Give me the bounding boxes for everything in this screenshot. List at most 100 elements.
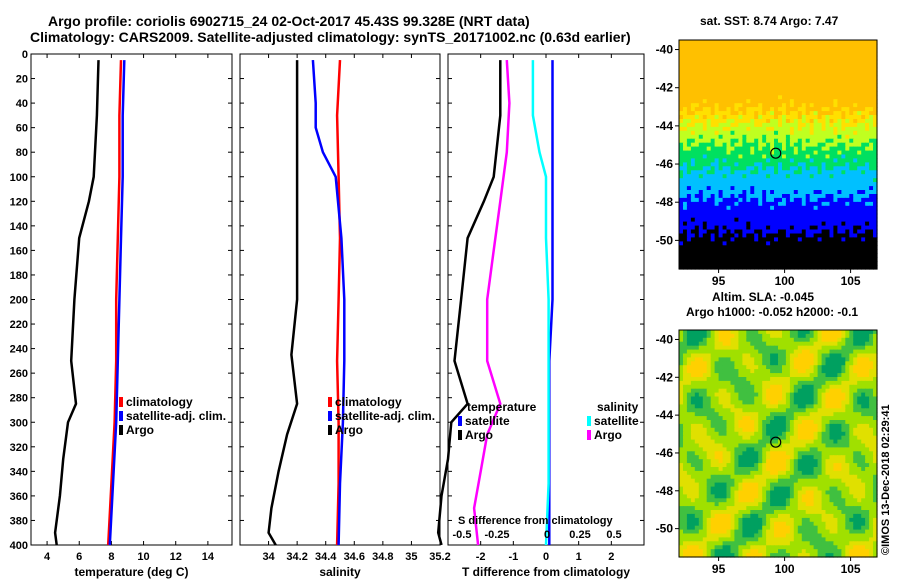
y-tick-label: 140 <box>10 221 28 233</box>
lat-tick-label: -44 <box>656 119 674 133</box>
legend-swatch <box>587 416 591 426</box>
lat-tick-label: -50 <box>656 522 674 536</box>
map-frame <box>678 39 878 270</box>
series-climatology <box>335 60 342 546</box>
title-line-2: Climatology: CARS2009. Satellite-adjuste… <box>30 29 631 45</box>
legend-swatch <box>119 397 123 407</box>
panel-3-frame <box>447 53 645 546</box>
legend-label: satellite-adj. clim. <box>335 409 435 423</box>
lat-tick-label: -48 <box>656 195 674 209</box>
series-salinity-argo <box>472 60 511 546</box>
x-tick-label: 34.2 <box>286 551 307 563</box>
x-tick-label: 10 <box>137 551 149 563</box>
legend-swatch <box>328 411 332 421</box>
legend-swatch <box>328 397 332 407</box>
legend-label: satellite-adj. clim. <box>126 409 226 423</box>
x-tick-label: 35 <box>405 551 417 563</box>
x-tick-label: 6 <box>76 551 82 563</box>
x-tick-label: 35.2 <box>429 551 450 563</box>
lat-tick-label: -48 <box>656 484 674 498</box>
series-salinity-satellite <box>531 60 550 546</box>
y-tick-label: 200 <box>10 295 28 307</box>
y-tick-label: 320 <box>10 442 28 454</box>
secondary-x-axis-label: S difference from climatology <box>458 515 614 527</box>
lon-tick-label: 95 <box>712 274 726 288</box>
profile-location-marker <box>770 147 782 159</box>
x-tick-label: 34.6 <box>344 551 365 563</box>
x-tick-label: 34.4 <box>315 551 337 563</box>
legend-label: Argo <box>126 423 154 437</box>
x-tick-label: -1 <box>508 551 518 563</box>
legend-label: climatology <box>335 395 402 409</box>
x-tick-label: 34.8 <box>372 551 393 563</box>
y-tick-label: 260 <box>10 368 28 380</box>
legend-label: Argo <box>594 428 622 442</box>
y-tick-label: 400 <box>10 540 28 552</box>
lon-tick-label: 105 <box>841 562 861 576</box>
secondary-x-tick-label: 0 <box>544 529 550 541</box>
y-tick-label: 280 <box>10 393 28 405</box>
x-tick-label: 2 <box>608 551 614 563</box>
legend-heading-temperature: temperature <box>467 400 537 414</box>
secondary-x-tick-label: -0.5 <box>453 529 472 541</box>
series-temperature-argo <box>436 60 502 546</box>
x-axis-label: salinity <box>319 565 361 579</box>
legend-heading-salinity: salinity <box>597 400 639 414</box>
y-tick-label: 240 <box>10 344 28 356</box>
secondary-x-tick-label: -0.25 <box>484 529 509 541</box>
y-tick-label: 180 <box>10 270 28 282</box>
y-tick-label: 60 <box>16 123 28 135</box>
secondary-x-tick-label: 0.25 <box>569 529 590 541</box>
x-tick-label: 34 <box>262 551 275 563</box>
legend-label: climatology <box>126 395 193 409</box>
legend-swatch <box>587 430 591 440</box>
y-tick-label: 100 <box>10 172 28 184</box>
lat-tick-label: -46 <box>656 157 674 171</box>
lat-tick-label: -46 <box>656 446 674 460</box>
sst-map-title: sat. SST: 8.74 Argo: 7.47 <box>700 14 839 28</box>
x-tick-label: 4 <box>44 551 51 563</box>
legend-label: Argo <box>465 428 493 442</box>
y-tick-label: 300 <box>10 417 28 429</box>
legend-swatch <box>458 416 462 426</box>
lon-tick-label: 100 <box>775 562 795 576</box>
x-axis-label: temperature (deg C) <box>74 565 188 579</box>
x-tick-label: 8 <box>108 551 114 563</box>
y-tick-label: 0 <box>22 49 28 61</box>
legend-label: Argo <box>335 423 363 437</box>
y-tick-label: 40 <box>16 98 28 110</box>
x-tick-label: 14 <box>202 551 215 563</box>
x-axis-label: T difference from climatology <box>462 565 630 579</box>
y-tick-label: 20 <box>16 74 28 86</box>
series-satellite-adj-clim- <box>311 60 346 546</box>
lat-tick-label: -50 <box>656 233 674 247</box>
y-tick-label: 360 <box>10 491 28 503</box>
legend-label: satellite <box>594 414 639 428</box>
lat-tick-label: -40 <box>656 332 674 346</box>
sla-map-title-2: Argo h1000: -0.052 h2000: -0.1 <box>686 305 859 319</box>
y-tick-label: 160 <box>10 245 28 257</box>
series-argo <box>267 60 299 546</box>
map-frame <box>678 329 878 558</box>
legend-swatch <box>119 425 123 435</box>
y-tick-label: 220 <box>10 319 28 331</box>
legend-swatch <box>458 430 462 440</box>
sst-map-image <box>679 40 878 270</box>
series-climatology <box>106 60 123 546</box>
sla-map-image <box>679 330 878 558</box>
y-tick-label: 340 <box>10 466 28 478</box>
lat-tick-label: -44 <box>656 408 674 422</box>
y-tick-label: 380 <box>10 515 28 527</box>
title-line-1: Argo profile: coriolis 6902715_24 02-Oct… <box>48 13 530 29</box>
lat-tick-label: -40 <box>656 43 674 57</box>
legend-swatch <box>119 411 123 421</box>
series-satellite-adj-clim- <box>108 60 126 546</box>
profile-location-marker <box>770 436 782 448</box>
legend-label: satellite <box>465 414 510 428</box>
lon-tick-label: 95 <box>712 562 726 576</box>
lon-tick-label: 105 <box>841 274 861 288</box>
legend-swatch <box>328 425 332 435</box>
x-tick-label: 1 <box>576 551 582 563</box>
y-tick-label: 80 <box>16 147 28 159</box>
